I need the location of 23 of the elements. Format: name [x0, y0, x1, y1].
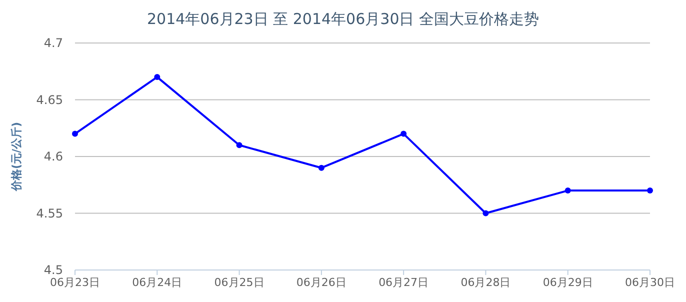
point	[154, 74, 160, 80]
point	[72, 130, 78, 137]
point	[400, 130, 407, 137]
x-tick-label: 06月25日	[214, 276, 264, 289]
x-tick-label: 06月30日	[625, 276, 675, 289]
y-axis-title: 价格(元/公斤)	[10, 122, 23, 192]
x-tick-label: 06月24日	[132, 276, 182, 289]
chart-title: 2014年06月23日 至 2014年06月30日 全国大豆价格走势	[147, 10, 539, 28]
point	[564, 188, 571, 194]
x-tick-label: 06月27日	[378, 276, 429, 289]
point	[647, 188, 653, 194]
point	[482, 210, 489, 216]
y-tick-label: 4.5	[44, 263, 63, 278]
x-tick-label: 06月28日	[460, 276, 511, 289]
y-tick-label: 4.6	[44, 150, 63, 164]
point	[236, 142, 242, 148]
point	[318, 164, 324, 171]
x-tick-label: 06月29日	[542, 276, 593, 289]
x-tick-label: 06月26日	[296, 276, 346, 289]
y-tick-label: 4.65	[36, 92, 63, 107]
y-tick-label: 4.7	[44, 36, 63, 50]
y-tick-label: 4.55	[36, 206, 63, 220]
x-tick-label: 06月23日	[50, 276, 100, 289]
